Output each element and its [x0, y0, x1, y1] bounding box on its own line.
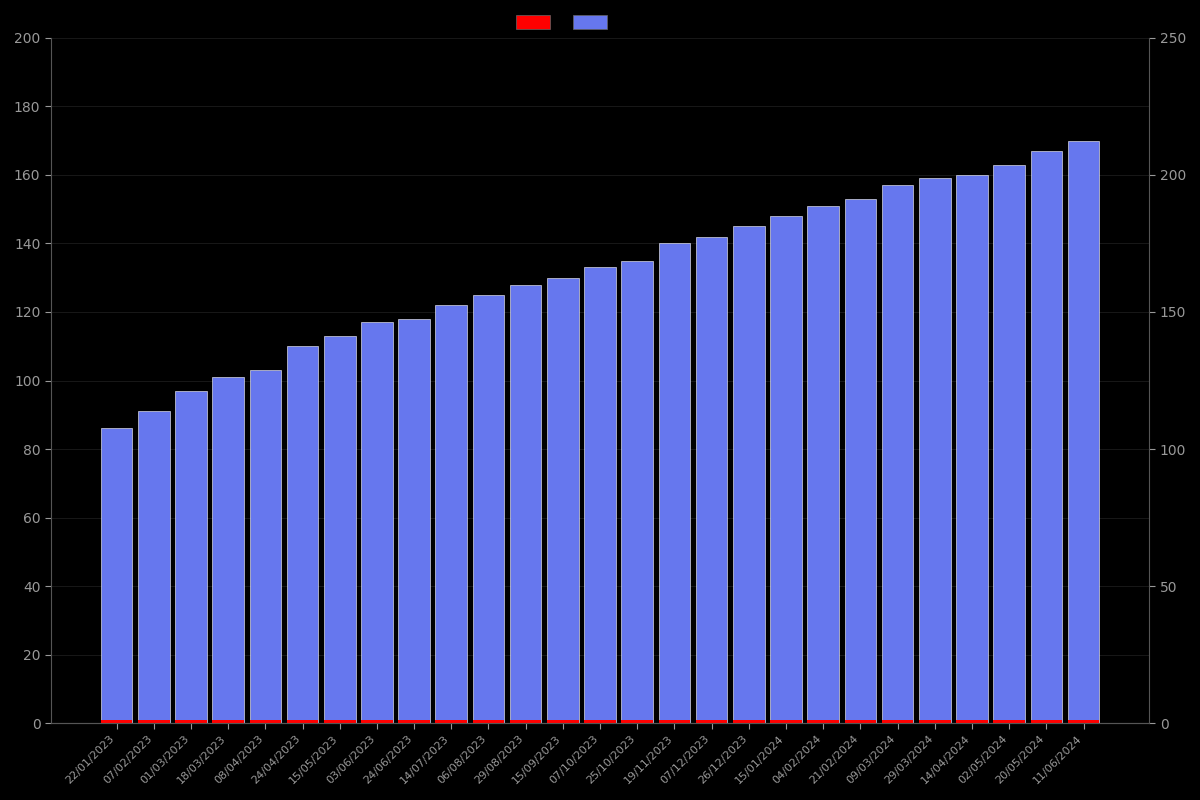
Bar [696, 720, 727, 723]
Bar [101, 720, 132, 723]
Bar [324, 336, 355, 723]
Bar [138, 411, 169, 723]
Bar [770, 216, 802, 723]
Bar [398, 720, 430, 723]
Bar [956, 720, 988, 723]
Bar [1068, 720, 1099, 723]
Bar [956, 175, 988, 723]
Bar [808, 720, 839, 723]
Bar [547, 720, 578, 723]
Bar [919, 178, 950, 723]
Bar [584, 720, 616, 723]
Bar [659, 243, 690, 723]
Bar [919, 720, 950, 723]
Bar [1031, 720, 1062, 723]
Bar [510, 720, 541, 723]
Bar [1068, 141, 1099, 723]
Bar [882, 720, 913, 723]
Bar [882, 185, 913, 723]
Bar [584, 267, 616, 723]
Bar [473, 295, 504, 723]
Bar [659, 720, 690, 723]
Bar [994, 165, 1025, 723]
Bar [473, 720, 504, 723]
Bar [622, 720, 653, 723]
Bar [101, 429, 132, 723]
Bar [547, 278, 578, 723]
Bar [212, 720, 244, 723]
Bar [212, 377, 244, 723]
Bar [287, 720, 318, 723]
Bar [733, 720, 764, 723]
Bar [770, 720, 802, 723]
Bar [845, 720, 876, 723]
Bar [845, 199, 876, 723]
Bar [622, 261, 653, 723]
Legend: , : , [511, 10, 623, 34]
Bar [250, 720, 281, 723]
Bar [324, 720, 355, 723]
Bar [808, 206, 839, 723]
Bar [436, 720, 467, 723]
Bar [361, 322, 392, 723]
Bar [287, 346, 318, 723]
Bar [510, 285, 541, 723]
Bar [250, 370, 281, 723]
Bar [175, 720, 206, 723]
Bar [361, 720, 392, 723]
Bar [696, 237, 727, 723]
Bar [1031, 151, 1062, 723]
Bar [994, 720, 1025, 723]
Bar [733, 226, 764, 723]
Bar [175, 390, 206, 723]
Bar [138, 720, 169, 723]
Bar [436, 305, 467, 723]
Bar [398, 319, 430, 723]
